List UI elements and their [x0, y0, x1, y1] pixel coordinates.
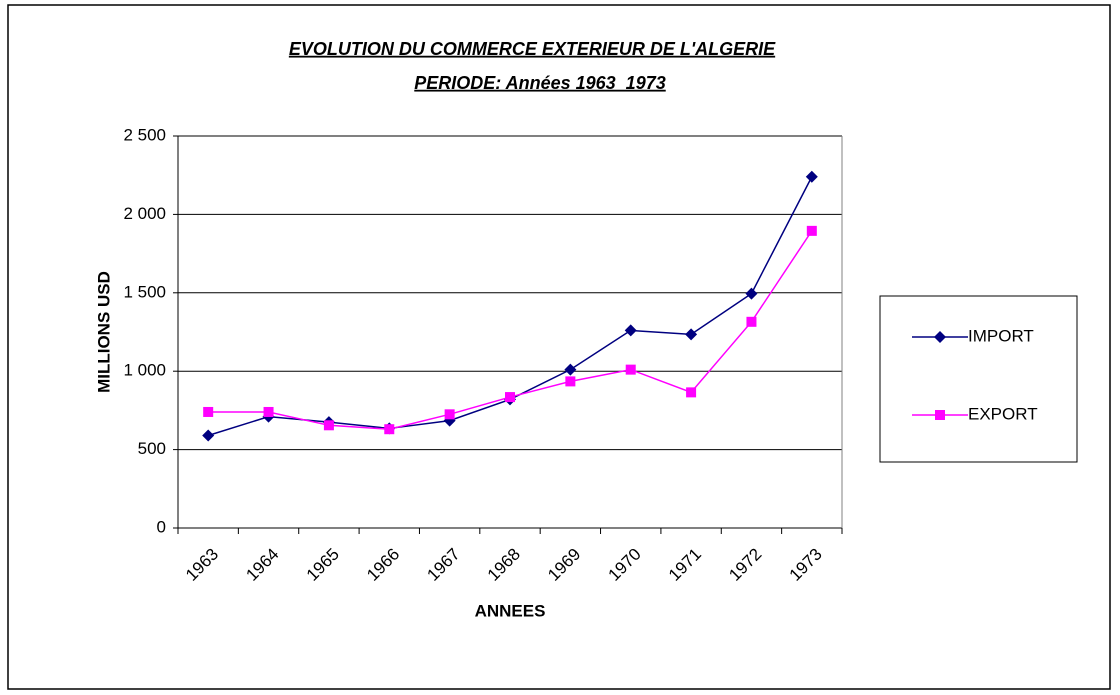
legend-label: IMPORT	[968, 326, 1034, 345]
marker	[934, 331, 946, 343]
chart-title: EVOLUTION DU COMMERCE EXTERIEUR DE L'ALG…	[289, 39, 776, 59]
marker	[323, 420, 334, 431]
marker	[203, 406, 214, 417]
marker	[202, 429, 215, 442]
marker	[935, 410, 945, 420]
x-axis-title: ANNEES	[475, 601, 546, 620]
y-tick-label: 1 500	[123, 282, 166, 301]
marker	[625, 364, 636, 375]
marker	[746, 316, 757, 327]
marker	[384, 424, 395, 435]
marker	[624, 324, 637, 337]
y-tick-label: 1 000	[123, 361, 166, 380]
legend-label: EXPORT	[968, 404, 1038, 423]
marker	[805, 170, 818, 183]
marker	[565, 376, 576, 387]
y-tick-label: 0	[157, 517, 166, 536]
marker	[505, 392, 515, 403]
marker	[564, 363, 577, 376]
marker	[685, 328, 698, 341]
marker	[806, 225, 817, 236]
marker	[263, 406, 274, 417]
marker	[444, 409, 455, 420]
legend-box	[879, 295, 1078, 463]
marker	[745, 287, 758, 300]
y-axis-title: MILLIONS USD	[94, 271, 113, 393]
marker	[686, 387, 697, 398]
y-tick-label: 2 000	[123, 204, 166, 223]
y-tick-label: 500	[138, 439, 166, 458]
chart-subtitle: PERIODE: Années 1963_1973	[414, 73, 665, 93]
y-tick-label: 2 500	[123, 125, 166, 144]
